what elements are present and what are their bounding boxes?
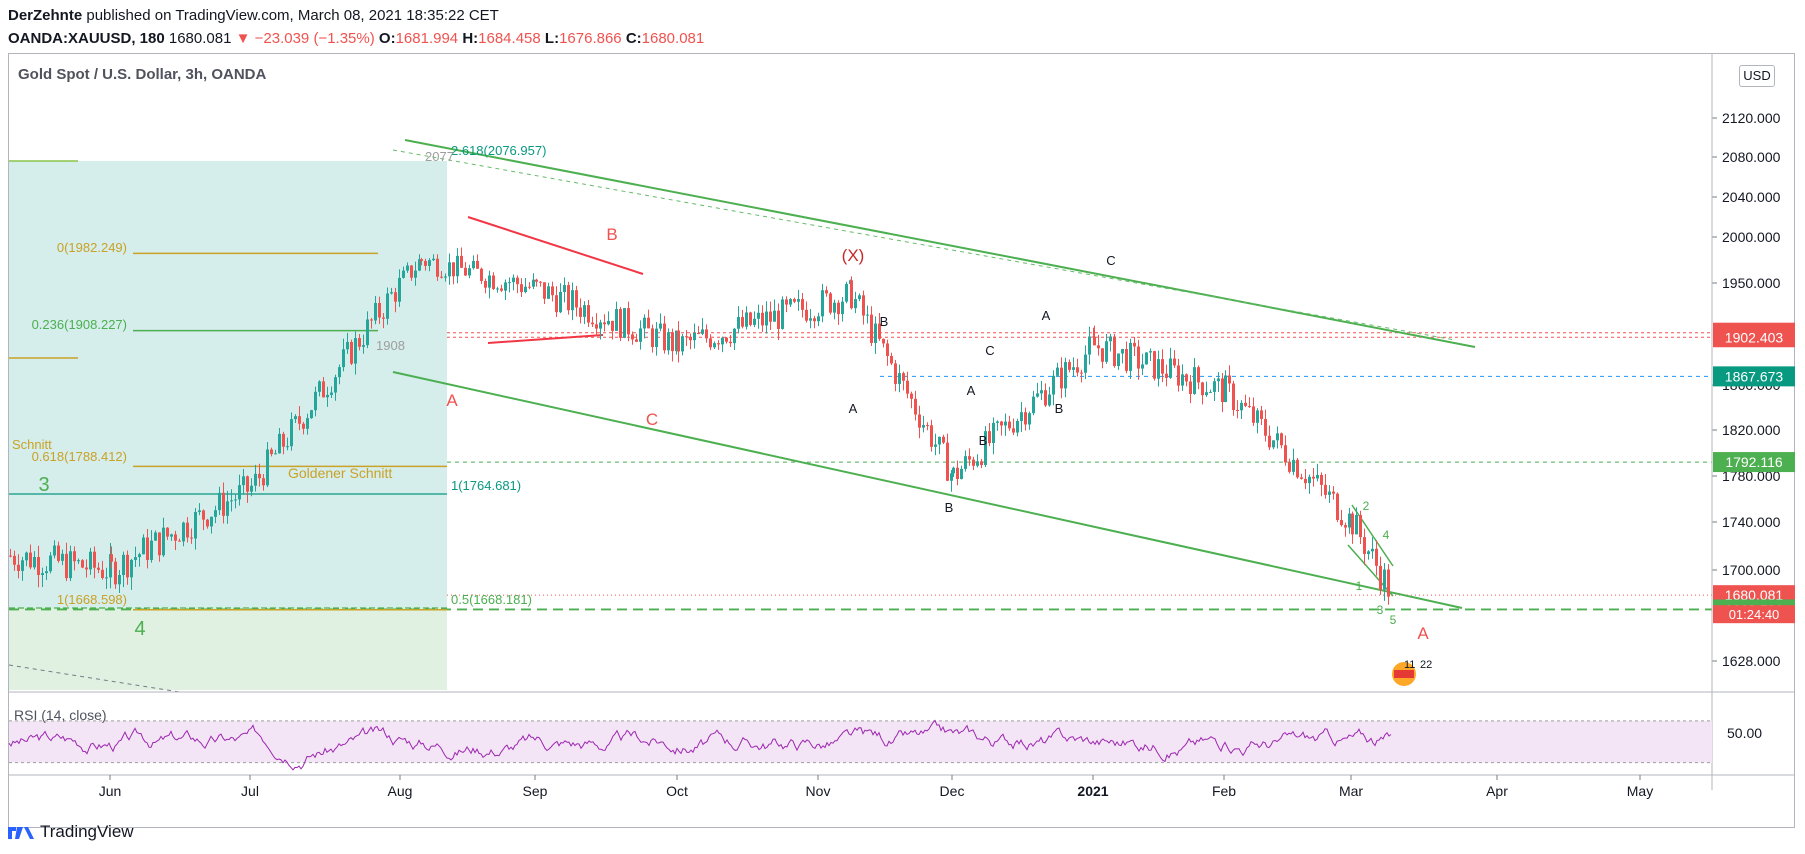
tradingview-logo[interactable]: TradingView	[8, 822, 134, 842]
change-value: ▼ −23.039 (−1.35%)	[235, 30, 375, 47]
high-label: H:	[462, 30, 479, 47]
author-name[interactable]: DerZehnte	[8, 7, 83, 24]
ohlc-bar: OANDA:XAUUSD, 180 1680.081 ▼ −23.039 (−1…	[8, 30, 704, 47]
close-label: C:	[625, 30, 642, 47]
last-price: 1680.081	[168, 30, 232, 47]
high-value: 1684.458	[478, 30, 541, 47]
close-value: 1680.081	[641, 30, 705, 47]
symbol-label: OANDA:XAUUSD, 180	[8, 30, 165, 47]
open-value: 1681.994	[395, 30, 459, 47]
currency-button[interactable]: USD	[1739, 65, 1775, 87]
low-value: 1676.866	[559, 30, 622, 47]
open-label: O:	[378, 30, 396, 47]
chart-frame[interactable]	[8, 53, 1795, 828]
published-text: published on TradingView.com, March 08, …	[86, 7, 499, 24]
chart-title: Gold Spot / U.S. Dollar, 3h, OANDA	[18, 66, 267, 83]
publish-info: DerZehnte published on TradingView.com, …	[8, 7, 499, 24]
brand-label: TradingView	[40, 822, 134, 841]
tradingview-icon	[8, 827, 34, 839]
low-label: L:	[544, 30, 560, 47]
